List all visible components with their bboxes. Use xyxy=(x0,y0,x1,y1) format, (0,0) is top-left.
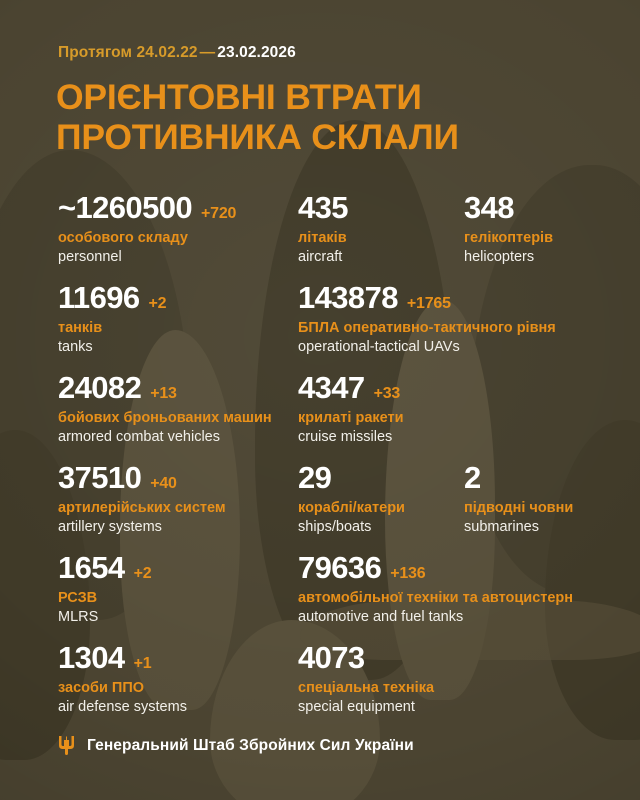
stat-helicopters: 348 гелікоптерів helicopters xyxy=(464,192,553,266)
stat-label-en: air defense systems xyxy=(58,699,187,716)
stat-figure: ~1260500 xyxy=(58,190,193,225)
stat-figure: 79636 xyxy=(298,550,382,585)
stat-delta: +2 xyxy=(148,295,167,312)
stat-mlrs: 1654 +2 РСЗВ MLRS xyxy=(58,550,152,626)
stat-label-ua: РСЗВ xyxy=(58,590,98,606)
stat-artillery-systems: 37510 +40 артилерійських систем artiller… xyxy=(58,462,226,536)
stat-label-ua: кораблі/катери xyxy=(298,500,405,516)
stat-figure-line: 435 xyxy=(298,192,357,223)
period-prefix: Протягом 24.02.22 xyxy=(58,44,198,61)
stat-label-ua: підводні човни xyxy=(464,500,574,516)
stat-label-ua: літаків xyxy=(298,230,347,246)
stat-figure: 2 xyxy=(464,460,481,495)
stats-row: 37510 +40 артилерійських систем artiller… xyxy=(0,462,640,552)
stats-row: 1304 +1 засоби ППО air defense systems 4… xyxy=(0,642,640,732)
period-line: Протягом 24.02.22—23.02.2026 xyxy=(58,44,296,62)
stat-figure: 29 xyxy=(298,460,332,495)
period-dash: — xyxy=(199,44,216,61)
stat-delta: +40 xyxy=(150,475,177,492)
stat-label-ua: БПЛА оперативно-тактичного рівня xyxy=(298,320,556,336)
stat-uavs: 143878 +1765 БПЛА оперативно-тактичного … xyxy=(298,282,556,356)
stat-delta: +720 xyxy=(201,205,237,222)
trident-icon xyxy=(59,736,74,755)
stat-figure: 24082 xyxy=(58,370,142,405)
stat-label-en: MLRS xyxy=(58,609,99,626)
stat-label-ua: автомобільної техніки та автоцистерн xyxy=(298,590,574,606)
stat-cruise-missiles: 4347 +33 крилаті ракети cruise missiles xyxy=(298,372,404,446)
stat-figure-line: 24082 +13 xyxy=(58,372,272,403)
stat-label-en: aircraft xyxy=(298,249,343,266)
stat-label-ua: спеціальна техніка xyxy=(298,680,435,696)
stat-figure: 1304 xyxy=(58,640,125,675)
stat-figure-line: 1304 +1 xyxy=(58,642,187,673)
stat-figure: 1654 xyxy=(58,550,125,585)
stat-figure: 143878 xyxy=(298,280,398,315)
stat-tanks: 11696 +2 танків tanks xyxy=(58,280,167,356)
footer: Генеральний Штаб Збройних Сил України xyxy=(58,735,414,757)
page-title: ОРІЄНТОВНІ ВТРАТИ ПРОТИВНИКА СКЛАЛИ xyxy=(56,77,459,158)
period-date: 23.02.2026 xyxy=(217,44,296,61)
stat-label-en: automotive and fuel tanks xyxy=(298,609,464,626)
stat-delta: +136 xyxy=(390,565,426,582)
stat-figure-line: 143878 +1765 xyxy=(298,282,556,313)
stat-delta: +2 xyxy=(133,565,152,582)
stat-figure-line: 11696 +2 xyxy=(58,280,167,315)
stat-figure: 11696 xyxy=(58,280,140,315)
stat-personnel: ~1260500 +720 особового складу personnel xyxy=(58,192,236,266)
stat-label-en: armored combat vehicles xyxy=(58,429,220,446)
stat-figure-line: 348 xyxy=(464,192,553,223)
stat-delta: +33 xyxy=(373,385,401,402)
stat-label-en: special equipment xyxy=(298,699,415,716)
title-line-2: ПРОТИВНИКА СКЛАЛИ xyxy=(56,116,459,157)
stat-label-en: helicopters xyxy=(464,249,535,266)
stat-label-en: cruise missiles xyxy=(298,429,393,446)
stat-label-ua: крилаті ракети xyxy=(298,410,404,426)
stat-label-ua: танків xyxy=(58,320,103,336)
stat-figure-line: 4347 +33 xyxy=(298,372,404,403)
stat-label-ua: гелікоптерів xyxy=(464,230,553,246)
stat-aircraft: 435 літаків aircraft xyxy=(298,192,357,266)
stat-figure-line: 2 xyxy=(464,462,573,493)
stats-row: 1654 +2 РСЗВ MLRS 79636 +136 автомобільн… xyxy=(0,552,640,642)
stats-row: 24082 +13 бойових броньованих машин armo… xyxy=(0,372,640,462)
stat-label-en: artillery systems xyxy=(58,519,162,536)
stat-delta: +1765 xyxy=(406,295,451,312)
stat-label-ua: особового складу xyxy=(58,230,188,246)
stats-row: ~1260500 +720 особового складу personnel… xyxy=(0,192,640,282)
stat-label-ua: артилерійських систем xyxy=(58,500,226,516)
stat-figure: 435 xyxy=(298,190,349,225)
stat-label-en: operational-tactical UAVs xyxy=(298,339,460,356)
stat-figure-line: ~1260500 +720 xyxy=(58,192,236,223)
title-line-1: ОРІЄНТОВНІ ВТРАТИ xyxy=(56,77,422,117)
stat-figure-line: 1654 +2 xyxy=(58,550,152,585)
stat-figure: 348 xyxy=(464,190,515,225)
stats-row: 11696 +2 танків tanks 143878 +1765 БПЛА … xyxy=(0,282,640,372)
stat-delta: +1 xyxy=(133,655,152,672)
stat-ships-boats: 29 кораблі/катери ships/boats xyxy=(298,462,405,536)
stat-armored-combat-vehicles: 24082 +13 бойових броньованих машин armo… xyxy=(58,372,272,446)
stat-label-en: submarines xyxy=(464,519,539,536)
stat-figure-line: 29 xyxy=(298,462,405,493)
stat-figure: 4073 xyxy=(298,640,365,675)
stat-label-ua: засоби ППО xyxy=(58,680,145,696)
stat-air-defense-systems: 1304 +1 засоби ППО air defense systems xyxy=(58,642,187,716)
stat-figure: 37510 xyxy=(58,460,142,495)
stat-figure-line: 37510 +40 xyxy=(58,462,226,493)
stat-delta: +13 xyxy=(150,385,177,402)
stat-automotive-fuel-tanks: 79636 +136 автомобільної техніки та авто… xyxy=(298,552,573,626)
stat-figure-line: 79636 +136 xyxy=(298,552,573,583)
stat-label-en: personnel xyxy=(58,249,122,266)
stats-grid: ~1260500 +720 особового складу personnel… xyxy=(0,192,640,732)
stat-special-equipment: 4073 спеціальна техніка special equipmen… xyxy=(298,642,434,716)
footer-text: Генеральний Штаб Збройних Сил України xyxy=(87,737,414,754)
stat-label-ua: бойових броньованих машин xyxy=(58,410,272,426)
stat-submarines: 2 підводні човни submarines xyxy=(464,462,573,536)
stat-figure-line: 4073 xyxy=(298,642,434,673)
stat-figure: 4347 xyxy=(298,370,365,405)
stat-label-en: tanks xyxy=(58,339,93,356)
stat-label-en: ships/boats xyxy=(298,519,372,536)
